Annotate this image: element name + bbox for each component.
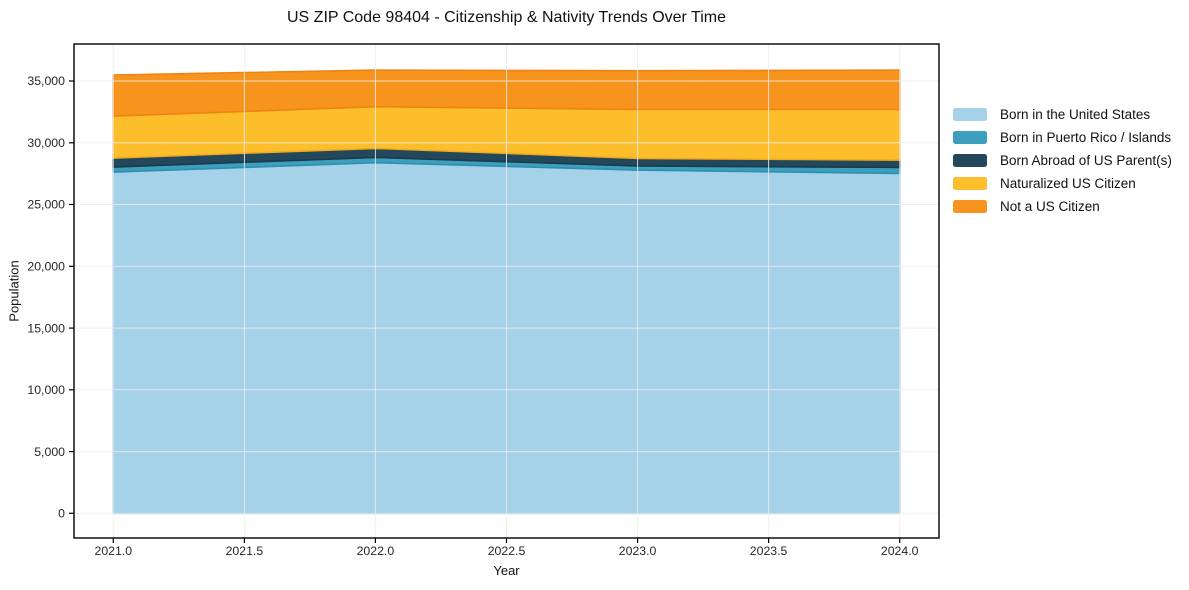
legend-item-born-in-puerto-rico-islands: Born in Puerto Rico / Islands: [953, 129, 1172, 146]
legend-item-born-in-the-united-states: Born in the United States: [953, 106, 1172, 123]
legend-swatch-naturalized-us-citizen: [953, 177, 987, 190]
x-tick-label: 2022.5: [488, 544, 526, 558]
legend-label: Naturalized US Citizen: [1000, 176, 1136, 191]
y-tick-label: 25,000: [27, 198, 65, 212]
legend-label: Born in Puerto Rico / Islands: [1000, 130, 1172, 145]
y-ticks: 0 5,000 10,000 15,000 20,000 25,000 30,000 35,0…: [27, 74, 74, 521]
x-tick-label: 2023.0: [619, 544, 657, 558]
legend-swatch-not-a-us-citizen: [953, 200, 987, 213]
y-tick-label: 0: [58, 507, 65, 521]
legend-label: Not a US Citizen: [1000, 199, 1100, 214]
legend-swatch-born-in-puerto-rico-islands: [953, 131, 987, 144]
legend-label: Born in the United States: [1000, 107, 1151, 122]
y-tick-label: 5,000: [34, 445, 65, 459]
y-tick-label: 10,000: [27, 383, 65, 397]
x-tick-label: 2023.5: [750, 544, 788, 558]
legend-label: Born Abroad of US Parent(s): [1000, 153, 1172, 168]
x-ticks: 2021.0 2021.5 2022.0 2022.5 2023.0 2023.5 2024…: [94, 538, 919, 558]
legend-item-born-abroad-of-us-parent-s: Born Abroad of US Parent(s): [953, 152, 1172, 169]
x-tick-label: 2022.0: [357, 544, 395, 558]
gridlines: [74, 44, 939, 538]
y-axis-label: Population: [6, 260, 22, 322]
legend-swatch-born-abroad-of-us-parent-s: [953, 154, 987, 167]
y-tick-label: 35,000: [27, 74, 65, 88]
legend-swatch-born-in-the-united-states: [953, 108, 987, 121]
legend: Born in the United States Born in Puerto …: [953, 106, 1172, 215]
legend-item-not-a-us-citizen: Not a US Citizen: [953, 198, 1172, 215]
y-tick-label: 30,000: [27, 136, 65, 150]
x-axis-label: Year: [493, 563, 520, 578]
x-tick-label: 2024.0: [881, 544, 919, 558]
chart-title: US ZIP Code 98404 - Citizenship & Nativi…: [287, 9, 726, 26]
x-tick-label: 2021.0: [94, 544, 132, 558]
legend-item-naturalized-us-citizen: Naturalized US Citizen: [953, 175, 1172, 192]
y-tick-label: 15,000: [27, 321, 65, 335]
x-tick-label: 2021.5: [226, 544, 264, 558]
y-tick-label: 20,000: [27, 260, 65, 274]
